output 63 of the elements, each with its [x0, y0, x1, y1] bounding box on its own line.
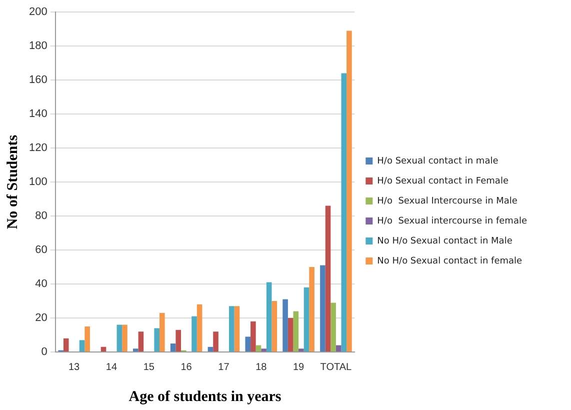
bar	[63, 338, 69, 352]
x-axis-title: Age of students in years	[128, 388, 282, 405]
legend-label: H/o Sexual Intercourse in Male	[377, 196, 518, 206]
y-tick-label: 140	[28, 108, 48, 120]
bar	[325, 206, 331, 352]
bar	[245, 336, 251, 352]
x-tick-label: 14	[106, 362, 118, 373]
y-tick-label: 160	[28, 74, 48, 86]
bar	[272, 301, 278, 352]
legend-label: No H/o Sexual contact in Male	[377, 236, 513, 246]
bar	[154, 328, 160, 352]
bar	[266, 282, 272, 352]
x-tick-label: 13	[68, 362, 80, 373]
y-tick-label: 20	[35, 312, 48, 324]
bar	[138, 332, 144, 352]
bar	[234, 306, 240, 352]
bar	[309, 267, 314, 352]
y-tick-label: 40	[35, 278, 48, 290]
y-tick-label: 60	[35, 244, 48, 256]
bar	[192, 316, 197, 352]
y-tick-label: 0	[41, 346, 48, 358]
x-tick-label: 17	[218, 362, 230, 373]
bar	[282, 299, 288, 352]
bar	[170, 344, 176, 352]
bar	[288, 318, 294, 352]
y-axis-title: No of Students	[4, 134, 21, 230]
bar	[208, 346, 214, 352]
x-tick-label: 18	[256, 362, 268, 373]
bar	[256, 345, 262, 352]
x-tick-label: 19	[292, 362, 305, 373]
bar	[341, 73, 347, 352]
bar	[229, 306, 234, 352]
bar	[346, 30, 352, 352]
bar	[320, 265, 326, 352]
bar	[261, 348, 266, 352]
bar	[250, 321, 256, 352]
bar	[330, 302, 336, 352]
legend-label: No H/o Sexual contact in female	[377, 256, 523, 266]
x-tick-label: 16	[180, 362, 192, 373]
y-tick-label: 180	[28, 40, 48, 52]
bar	[176, 330, 181, 352]
y-tick-label: 120	[28, 142, 48, 154]
x-tick-label: TOTAL	[320, 362, 352, 373]
bar	[213, 332, 218, 352]
bar	[116, 324, 122, 352]
bar	[100, 346, 106, 352]
bar	[293, 311, 299, 352]
bar	[132, 348, 138, 352]
legend-label: H/o Sexual contact in Female	[377, 176, 509, 186]
bar	[336, 345, 342, 352]
bar	[159, 312, 165, 352]
bar	[298, 348, 304, 352]
legend-label: H/o Sexual intercourse in female	[377, 216, 528, 226]
bar	[122, 324, 128, 352]
y-tick-label: 80	[35, 210, 48, 222]
bar	[84, 326, 90, 352]
bar	[79, 340, 85, 352]
legend-label: H/o Sexual contact in male	[377, 156, 499, 166]
y-tick-label: 200	[28, 6, 48, 18]
bar	[196, 304, 202, 352]
x-tick-label: 15	[143, 362, 155, 373]
y-tick-label: 100	[28, 176, 48, 188]
bar	[304, 287, 310, 352]
